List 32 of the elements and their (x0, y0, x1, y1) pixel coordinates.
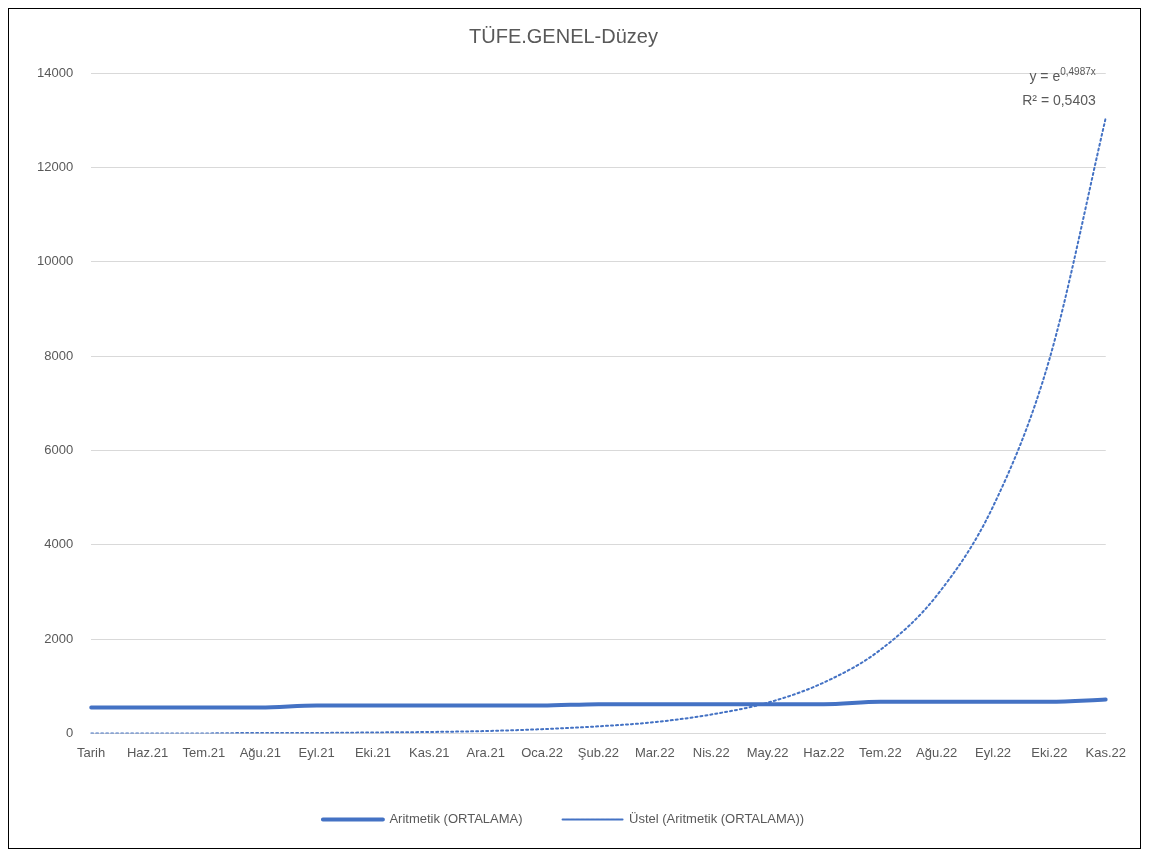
x-tick-label: May.22 (746, 744, 789, 760)
y-tick-label: 6000 (44, 441, 74, 457)
legend-label: Aritmetik (ORTALAMA) (389, 811, 523, 827)
x-tick-label: Eki.22 (1031, 744, 1068, 760)
x-tick-label: Ağu.21 (239, 744, 281, 760)
y-tick-label: 2000 (44, 630, 74, 646)
x-tick-label: Tem.22 (858, 744, 902, 760)
y-tick-label: 4000 (44, 536, 74, 552)
x-tick-label: Kas.22 (1085, 744, 1127, 760)
y-tick-label: 14000 (36, 64, 74, 80)
x-tick-label: Oca.22 (521, 744, 564, 760)
x-tick-label: Kas.21 (409, 744, 450, 760)
x-tick-label: Ara.21 (466, 744, 505, 760)
x-tick-label: Ağu.22 (916, 744, 958, 760)
x-tick-label: Eyl.22 (974, 744, 1012, 760)
y-tick-label: 8000 (44, 347, 74, 363)
chart-title: TÜFE.GENEL-Düzey (469, 24, 658, 47)
x-tick-label: Haz.22 (803, 744, 845, 760)
x-tick-label: Şub.22 (577, 744, 620, 760)
line-series (90, 116, 1107, 734)
x-tick-label: Nis.22 (692, 744, 730, 760)
x-tick-label: Mar.22 (634, 744, 675, 760)
x-tick-label: Eyl.21 (298, 744, 335, 760)
x-tick-label: Tarih (77, 744, 106, 760)
x-tick-label: Eki.21 (354, 744, 392, 760)
x-tick-label: Haz.21 (126, 744, 169, 760)
legend-label: Üstel (Aritmetik (ORTALAMA)) (629, 811, 805, 827)
y-tick-label: 0 (65, 724, 74, 740)
x-tick-label: Tem.21 (182, 744, 226, 760)
annotation: R² = 0,5403 (1022, 92, 1096, 108)
y-tick-label: 10000 (36, 253, 74, 269)
y-tick-label: 12000 (36, 158, 74, 174)
